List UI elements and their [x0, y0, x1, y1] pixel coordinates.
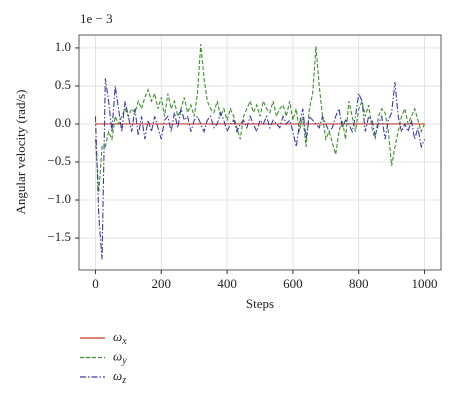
y-tick-label: 0.0: [55, 115, 71, 130]
legend-label: ωx: [113, 329, 127, 347]
x-tick-label: 200: [152, 276, 172, 291]
plot-frame: [78, 34, 442, 271]
x-tick-label: 0: [92, 276, 99, 291]
x-tick-label: 400: [217, 276, 237, 291]
y-tick-label: 1.0: [55, 39, 71, 54]
x-tick-label: 800: [349, 276, 369, 291]
data-line: [94, 44, 426, 193]
y-tick-label: −0.5: [47, 153, 71, 168]
y-axis-label: Angular velocity (rad/s): [13, 90, 28, 215]
y-tick-label: 0.5: [55, 77, 71, 92]
legend-label: ωy: [113, 348, 127, 366]
legend-label: ωz: [113, 368, 126, 386]
legend-subscript: x: [121, 336, 127, 347]
legend-symbol: ω: [113, 348, 122, 363]
y-tick-label: −1.5: [47, 229, 71, 244]
legend-subscript: z: [121, 375, 126, 386]
y-offset-label: 1e − 3: [80, 11, 113, 26]
x-tick-label: 600: [283, 276, 303, 291]
y-tick-label: −1.0: [47, 191, 71, 206]
legend-symbol: ω: [113, 329, 122, 344]
legend-symbol: ω: [113, 368, 122, 383]
legend-subscript: y: [121, 356, 127, 367]
x-tick-label: 1000: [412, 276, 438, 291]
data-line: [94, 78, 426, 260]
x-axis-label: Steps: [246, 296, 274, 311]
